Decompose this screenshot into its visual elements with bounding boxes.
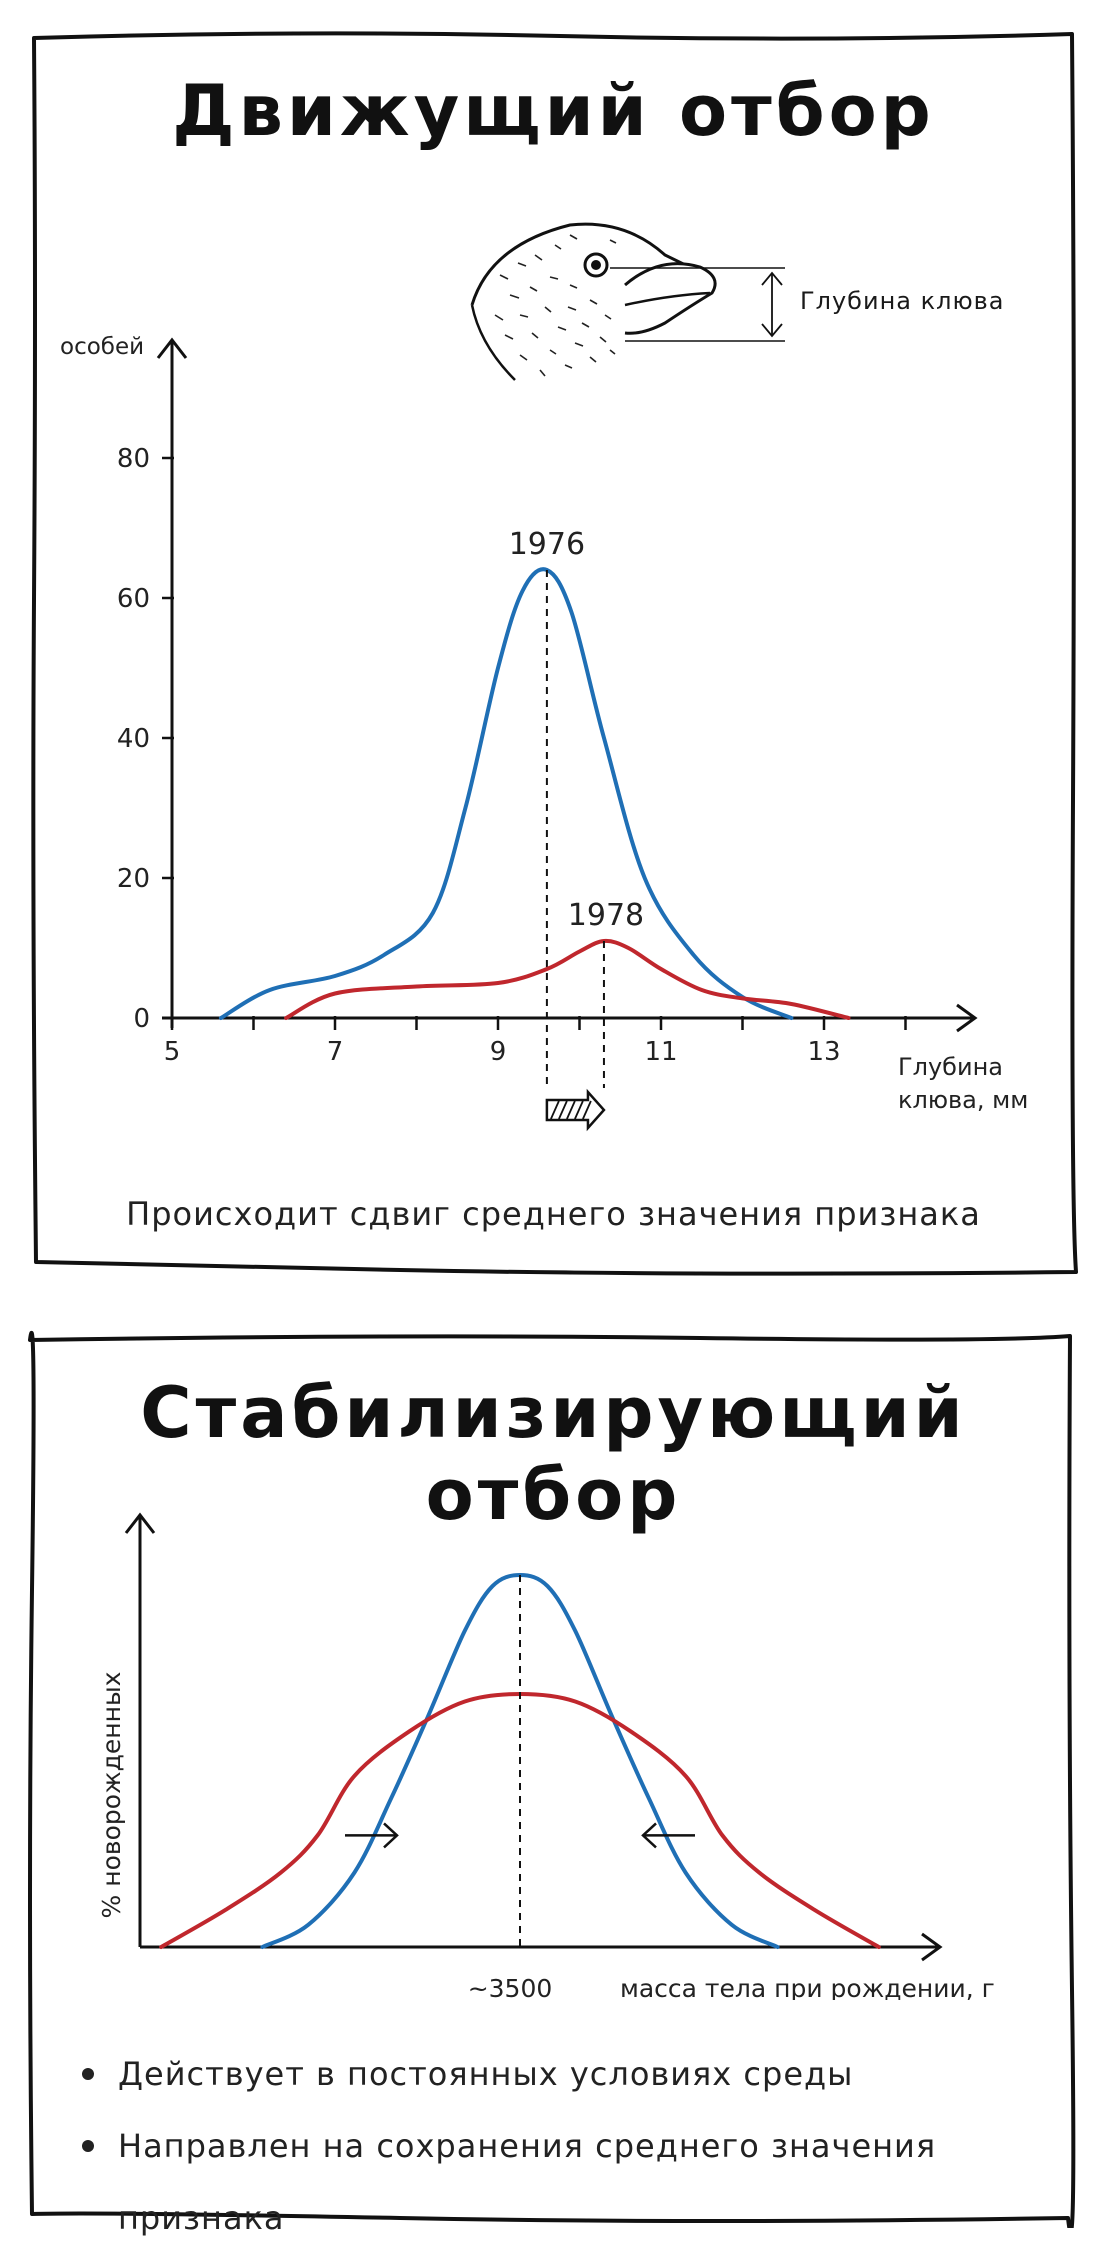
y-axis-arrow [156,337,188,359]
directional-selection-panel: Движущий отбор Глубина клюва 0 20 40 60 80 5 7… [31,31,1078,1276]
right-selection-arrowhead [641,1822,657,1849]
y-axis-arrow [124,1512,156,1534]
series-line-1976 [218,567,794,1020]
beak-depth-label: Глубина клюва [800,287,1005,315]
chart-caption: Происходит сдвиг среднего значения призн… [126,1195,981,1233]
mean-shift-arrow [545,1088,606,1132]
y-tick-label: 40 [117,724,150,754]
arrow-hatch [566,1100,576,1120]
list-item: Направлен на сохранения среднего значени… [76,2110,1107,2237]
arrow-hatch [558,1100,568,1120]
page-title: Движущий отбор [172,70,935,152]
x-axis-label: клюва, мм [898,1086,1028,1114]
arrow-hatch [582,1100,592,1120]
x-axis-arrow [921,1932,943,1962]
directional-selection-chart: 0 20 40 60 80 5 7 9 11 13 особей Глубина клюва, мм 19… [60,334,1028,1132]
y-tick-label: 60 [117,584,150,614]
y-tick-label: 20 [117,864,150,894]
x-tick-label: 13 [807,1037,840,1067]
series-label: 1978 [568,898,644,933]
x-tick-label: 11 [644,1037,677,1067]
x-tick-label: ~3500 [468,1974,553,2000]
x-tick-label: 7 [327,1037,344,1067]
finch-head-illustration [470,222,785,381]
stabilizing-selection-chart: % новорожденных ~3500 масса тела при рожде… [97,1512,995,2000]
list-item: Действует в постоянных условиях среды [76,2038,1107,2110]
y-axis-label: особей [60,334,144,360]
stabilizing-selection-panel: Стабилизирующий отбор % новорожденных ~35… [0,1290,1107,2237]
y-axis-label: % новорожденных [97,1672,126,1919]
arrow-hatch [574,1100,584,1120]
y-tick-label: 80 [117,444,150,474]
series-line-1978 [284,938,851,1020]
x-tick-label: 5 [164,1037,181,1067]
x-axis-label: масса тела при рождении, г [620,1974,995,2000]
hand-drawn-frame [31,31,1078,1276]
hand-drawn-frame [28,1331,1076,2228]
x-axis-label: Глубина [898,1053,1003,1081]
page-title: Стабилизирующий отбор [140,1372,967,1536]
y-tick-label: 0 [133,1004,150,1034]
x-axis-arrow [956,1003,978,1033]
facts-list: Действует в постоянных условиях среды На… [76,2038,1107,2237]
series-label: 1976 [509,527,585,562]
arrow-hatch [550,1100,560,1120]
x-tick-label: 9 [490,1037,507,1067]
left-selection-arrowhead [383,1822,399,1849]
